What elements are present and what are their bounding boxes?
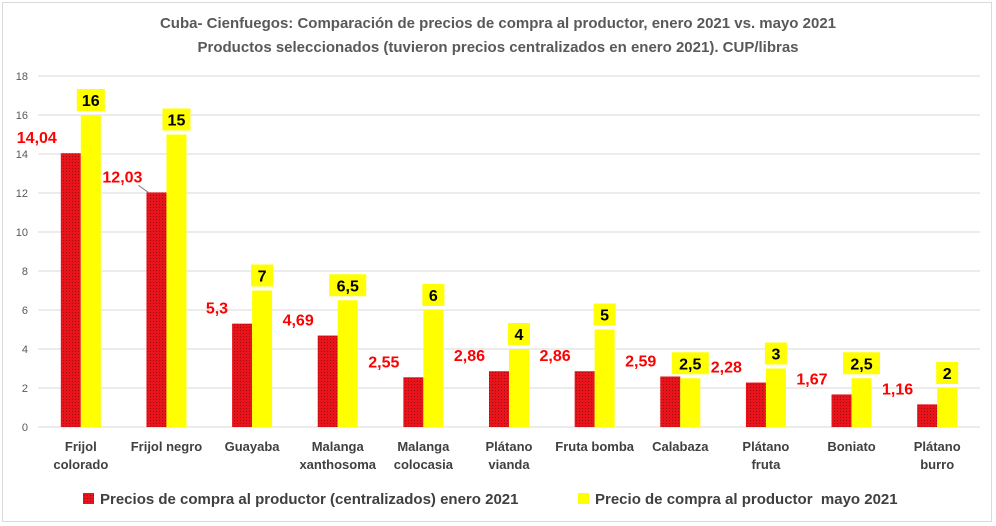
data-label-enero: 5,3	[206, 301, 228, 318]
category-label: colorado	[53, 457, 108, 472]
bar-mayo-2021	[594, 329, 615, 427]
data-label-mayo: 6,5	[337, 278, 359, 295]
data-label-mayo: 15	[168, 113, 186, 130]
chart-subtitle: Productos seleccionados (tuvieron precio…	[197, 39, 798, 56]
y-tick-label: 8	[22, 266, 28, 278]
data-label-mayo: 2	[943, 366, 952, 383]
bar-mayo-2021	[509, 349, 529, 427]
bar-enero-2021	[574, 371, 595, 427]
category-label: Frijol negro	[131, 439, 203, 454]
bar-enero-2021	[831, 394, 852, 427]
category-label: colocasia	[394, 457, 454, 472]
y-tick-label: 4	[22, 344, 28, 356]
data-label-box-mayo	[508, 323, 530, 345]
category-label: burro	[920, 457, 954, 472]
data-label-enero: 14,04	[17, 130, 57, 147]
category-label: Plátano	[914, 439, 961, 454]
data-label-enero: 1,16	[882, 381, 913, 398]
data-label-enero: 2,55	[368, 354, 399, 371]
data-label-box-mayo	[76, 89, 105, 111]
category-label: xanthosoma	[299, 457, 376, 472]
y-tick-label: 16	[16, 110, 28, 122]
data-label-box-mayo	[251, 264, 274, 287]
bar-enero-2021	[146, 192, 167, 427]
y-tick-label: 18	[16, 71, 28, 83]
category-label: Plátano	[486, 439, 533, 454]
bar-enero-2021	[917, 404, 938, 427]
data-label-box-mayo	[671, 352, 709, 375]
bar-mayo-2021	[937, 388, 958, 427]
data-label-box-mayo	[764, 342, 787, 365]
data-label-enero: 2,86	[454, 348, 485, 365]
category-label: Guayaba	[225, 439, 281, 454]
y-tick-label: 2	[22, 383, 28, 395]
legend-label-mayo: Precio de compra al productor mayo 2021	[595, 491, 898, 508]
category-label: Plátano	[742, 439, 789, 454]
data-label-mayo: 16	[82, 93, 100, 110]
y-tick-label: 10	[16, 227, 28, 239]
y-tick-label: 0	[22, 422, 28, 434]
bar-mayo-2021	[252, 290, 273, 427]
data-label-box-mayo	[843, 352, 881, 375]
bar-enero-2021	[660, 376, 681, 427]
bar-mayo-2021	[80, 115, 101, 427]
bar-enero-2021	[60, 153, 81, 427]
y-tick-label: 12	[16, 188, 28, 200]
data-label-enero: 2,86	[539, 348, 570, 365]
bar-mayo-2021	[337, 300, 358, 427]
data-label-mayo: 2,5	[850, 356, 872, 373]
data-label-enero: 2,59	[625, 353, 656, 370]
data-label-enero: 4,69	[283, 313, 314, 330]
bar-enero-2021	[745, 382, 766, 427]
data-label-mayo: 6	[429, 288, 438, 305]
data-label-box-mayo	[593, 303, 616, 326]
data-label-box-mayo	[162, 108, 191, 131]
legend-swatch-enero	[83, 493, 94, 504]
data-label-mayo: 5	[600, 308, 609, 325]
data-label-enero: 1,67	[796, 371, 827, 388]
leader-line	[138, 185, 149, 193]
legend-swatch-mayo	[578, 493, 589, 504]
y-tick-label: 6	[22, 305, 28, 317]
category-label: Malanga	[312, 439, 365, 454]
bar-enero-2021	[489, 371, 509, 427]
category-label: fruta	[751, 457, 781, 472]
bar-mayo-2021	[423, 310, 444, 427]
category-label: Boniato	[827, 439, 875, 454]
category-label: Fruta bomba	[555, 439, 634, 454]
data-label-box-mayo	[936, 362, 959, 384]
data-label-box-mayo	[422, 284, 445, 306]
bar-enero-2021	[403, 377, 424, 427]
bar-mayo-2021	[166, 134, 187, 427]
data-label-mayo: 2,5	[679, 356, 701, 373]
category-label: vianda	[488, 457, 530, 472]
category-label: Malanga	[397, 439, 450, 454]
bar-mayo-2021	[680, 378, 701, 427]
category-label: Calabaza	[652, 439, 709, 454]
bar-enero-2021	[317, 335, 338, 427]
data-label-mayo: 4	[515, 327, 524, 344]
data-label-mayo: 3	[771, 347, 780, 364]
bar-mayo-2021	[851, 378, 872, 427]
bar-mayo-2021	[765, 368, 786, 427]
bar-enero-2021	[232, 323, 253, 427]
category-label: Frijol	[65, 439, 97, 454]
y-tick-label: 14	[16, 149, 28, 161]
data-label-enero: 12,03	[102, 169, 142, 186]
legend-label-enero: Precios de compra al productor (centrali…	[100, 491, 518, 508]
data-label-mayo: 7	[258, 269, 267, 286]
data-label-box-mayo	[329, 274, 367, 297]
chart-title: Cuba- Cienfuegos: Comparación de precios…	[160, 15, 836, 32]
data-label-enero: 2,28	[711, 360, 742, 377]
